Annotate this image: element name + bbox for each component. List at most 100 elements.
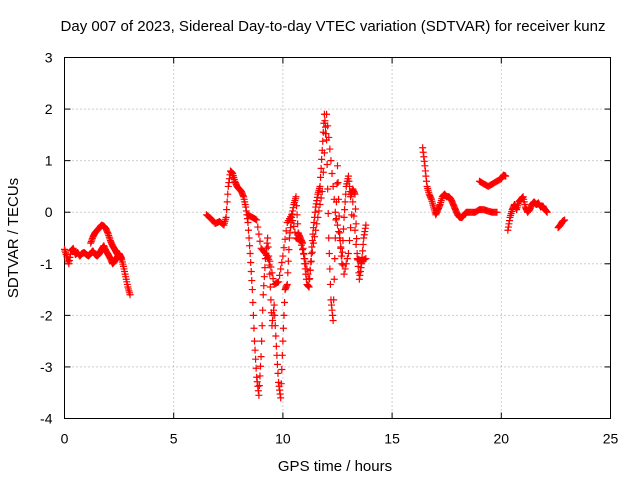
data-point-seg4: [278, 258, 286, 266]
data-point-seg1: [126, 291, 134, 299]
data-point-seg4: [252, 215, 260, 223]
data-point-seg3: [260, 282, 268, 290]
data-point-seg4: [308, 248, 316, 256]
data-point-seg3: [341, 206, 349, 214]
data-point-seg4: [342, 260, 350, 268]
data-point-seg3: [331, 255, 339, 263]
data-point-seg4: [340, 270, 348, 278]
data-point-seg3: [246, 242, 254, 250]
data-point-seg3: [321, 117, 329, 125]
data-point-seg3: [319, 137, 327, 145]
y-tick-label: -3: [40, 359, 53, 375]
data-point-seg3: [342, 190, 350, 198]
data-point-seg3: [324, 210, 332, 218]
data-point-seg4: [311, 233, 319, 241]
data-point-seg3: [264, 234, 272, 242]
data-point-seg3: [258, 322, 266, 330]
data-point-seg3: [329, 317, 337, 325]
data-point-seg3: [352, 205, 360, 213]
data-point-seg3: [294, 220, 302, 228]
data-point-seg3: [222, 213, 230, 221]
data-point-seg4: [331, 208, 339, 216]
x-tick-label: 0: [61, 431, 69, 447]
data-point-seg3: [330, 275, 338, 283]
data-point-seg4: [268, 269, 276, 277]
data-point-seg3: [247, 258, 255, 266]
data-point-seg4: [338, 252, 346, 260]
data-point-seg4: [256, 237, 264, 245]
data-point-seg4: [320, 149, 328, 157]
data-point-seg4: [319, 168, 327, 176]
data-point-seg3: [264, 243, 272, 251]
data-point-seg3: [250, 324, 258, 332]
data-point-seg3: [330, 296, 338, 304]
data-point-seg3: [251, 337, 259, 345]
data-point-seg4: [343, 255, 351, 263]
data-point-seg3: [249, 311, 257, 319]
data-point-seg3: [284, 257, 292, 265]
data-point-seg4: [335, 228, 343, 236]
data-point-seg3: [279, 324, 287, 332]
data-point-seg3: [272, 342, 280, 350]
data-point-seg3: [223, 206, 231, 214]
data-point-seg4: [351, 226, 359, 234]
data-point-seg3: [352, 220, 360, 228]
data-point-seg3: [270, 301, 278, 309]
data-point-seg4: [316, 200, 324, 208]
data-point-seg4: [276, 271, 284, 279]
data-point-seg4: [277, 265, 285, 273]
data-point-seg3: [316, 182, 324, 190]
x-tick-label: 15: [384, 431, 400, 447]
data-point-seg3: [244, 219, 252, 227]
data-point-seg4: [280, 244, 288, 252]
data-point-seg3: [248, 286, 256, 294]
data-point-seg4: [279, 252, 287, 260]
data-points: [61, 110, 569, 402]
data-point-seg4: [328, 170, 336, 178]
data-point-seg4: [321, 130, 329, 138]
data-point-seg3: [362, 221, 370, 229]
data-point-seg3: [285, 246, 293, 254]
data-point-seg4: [327, 157, 335, 165]
data-point-seg4: [347, 224, 355, 232]
data-point-seg4: [301, 255, 309, 263]
data-point-seg4: [313, 220, 321, 228]
data-point-seg4: [339, 261, 347, 269]
data-point-seg3: [323, 161, 331, 169]
data-point-seg4: [305, 275, 313, 283]
data-point-seg4: [341, 265, 349, 273]
data-point-seg3: [246, 249, 254, 257]
data-point-seg3: [334, 179, 342, 187]
data-point-seg3: [325, 249, 333, 257]
data-point-seg4: [255, 230, 263, 238]
data-point-seg4: [297, 241, 305, 249]
data-point-seg4: [337, 243, 345, 251]
data-point-seg4: [361, 255, 369, 263]
x-axis-label: GPS time / hours: [278, 458, 392, 475]
data-point-seg3: [261, 264, 269, 272]
data-point-seg4: [306, 266, 314, 274]
data-point-seg3: [277, 394, 285, 402]
data-point-seg3: [305, 283, 313, 291]
x-tick-labels: 0 5 10 15 20 25: [61, 431, 619, 447]
data-point-seg3: [278, 366, 286, 374]
data-point-seg3: [293, 202, 301, 210]
data-point-seg3: [317, 164, 325, 172]
data-point-seg3: [252, 355, 260, 363]
data-point-seg4: [267, 263, 275, 271]
data-point-seg4: [281, 235, 289, 243]
data-point-seg3: [326, 280, 334, 288]
data-point-seg3: [247, 268, 255, 276]
data-point-seg3: [283, 280, 291, 288]
x-tick-label: 10: [275, 431, 291, 447]
data-point-seg4: [312, 226, 320, 234]
data-point-seg3: [256, 372, 264, 380]
y-tick-label: 3: [45, 50, 53, 66]
data-point-seg3: [255, 391, 263, 399]
data-point-seg4: [332, 215, 340, 223]
data-point-seg3: [359, 247, 367, 255]
data-point-seg4: [344, 249, 352, 257]
data-point-seg4: [352, 240, 360, 248]
